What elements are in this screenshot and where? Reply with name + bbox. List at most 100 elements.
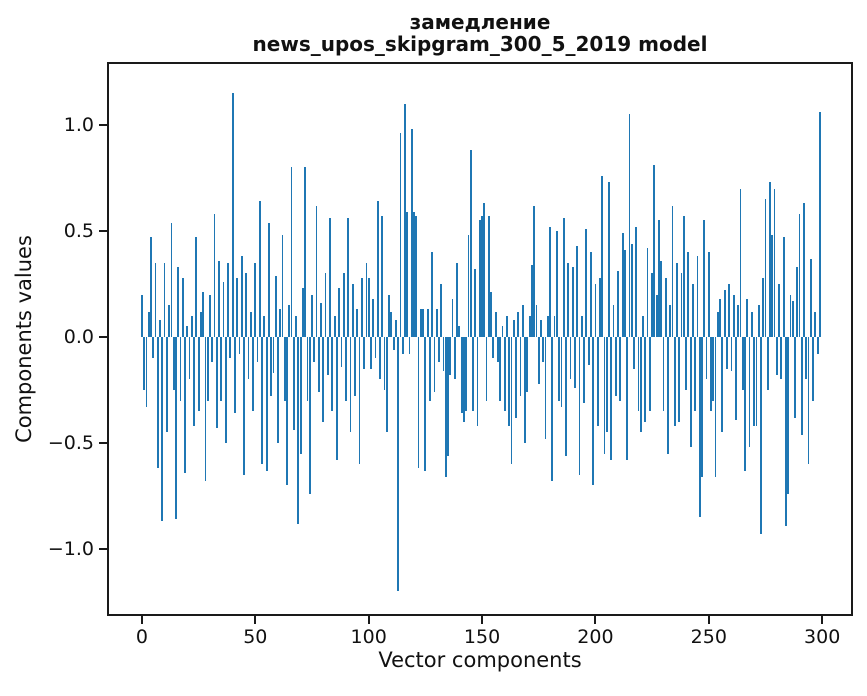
bar	[381, 216, 384, 337]
bar	[222, 281, 225, 337]
bar	[662, 336, 665, 412]
bar	[351, 283, 354, 337]
bar	[193, 336, 195, 427]
bar	[723, 290, 726, 337]
bar	[460, 336, 463, 414]
bar	[553, 315, 556, 337]
bar	[741, 336, 744, 390]
bar	[682, 216, 685, 337]
bar	[626, 336, 629, 460]
bar	[340, 336, 343, 367]
bar	[569, 336, 572, 380]
bar	[159, 320, 161, 337]
y-tick-label: 0.5	[63, 219, 94, 242]
bar	[798, 214, 801, 337]
bar	[277, 336, 279, 443]
bar	[769, 182, 771, 337]
bar	[812, 336, 814, 401]
x-tick-label: 200	[577, 626, 614, 648]
bar	[326, 336, 329, 376]
bar	[270, 336, 273, 397]
bar	[224, 336, 227, 443]
bar	[458, 326, 461, 337]
bar	[413, 211, 415, 337]
bar	[692, 283, 694, 337]
bar	[671, 205, 674, 337]
bar	[272, 336, 275, 374]
bar	[678, 336, 681, 422]
bar	[531, 264, 533, 337]
bar	[299, 336, 302, 454]
bar	[447, 336, 449, 456]
bar	[163, 262, 166, 337]
bar	[231, 93, 234, 337]
bar	[578, 336, 581, 475]
bar	[780, 336, 783, 380]
y-tick-mark	[99, 441, 107, 444]
bar	[240, 256, 243, 337]
bar	[431, 252, 434, 337]
bar	[283, 336, 286, 401]
bar	[698, 336, 701, 518]
bar	[467, 235, 470, 337]
bar	[408, 336, 411, 354]
bar	[383, 336, 386, 390]
bar	[184, 336, 186, 473]
bar	[687, 252, 690, 337]
bar	[406, 211, 409, 337]
bar	[775, 336, 778, 376]
bar	[526, 336, 529, 393]
bar	[292, 336, 295, 431]
bar	[317, 336, 320, 393]
bar	[660, 260, 663, 337]
bar	[712, 336, 715, 401]
bar	[444, 336, 447, 477]
bar	[288, 305, 291, 337]
bar	[220, 336, 223, 401]
bar	[392, 336, 395, 350]
bar	[587, 336, 590, 365]
bar	[365, 262, 368, 337]
x-tick-mark	[594, 616, 597, 624]
bar	[202, 292, 205, 337]
y-tick-mark	[99, 548, 107, 550]
bar	[571, 267, 574, 337]
bar	[596, 336, 599, 427]
bar	[667, 336, 669, 454]
bar	[204, 336, 207, 482]
chart-title-word: замедление	[409, 10, 551, 34]
bar	[623, 250, 626, 337]
bar	[313, 336, 316, 363]
x-tick-mark	[367, 616, 370, 624]
y-tick-label: 0.0	[63, 325, 94, 348]
bar	[694, 336, 697, 412]
bar	[592, 336, 595, 486]
bar	[465, 336, 468, 412]
bar	[229, 336, 232, 359]
bar	[433, 336, 436, 393]
bar	[376, 201, 379, 337]
bar	[773, 188, 776, 337]
bar	[394, 320, 397, 337]
bar	[324, 273, 327, 337]
bar	[517, 311, 520, 337]
chart-title: замедление news_upos_skipgram_300_5_2019…	[107, 11, 853, 55]
y-tick-label: −1.0	[47, 538, 94, 560]
bar	[370, 336, 372, 369]
bar	[338, 288, 341, 337]
bar	[177, 267, 180, 337]
bar	[501, 326, 504, 337]
bar	[497, 336, 499, 363]
bar	[168, 305, 171, 337]
bar	[755, 336, 758, 427]
bar	[535, 305, 538, 337]
bar	[614, 336, 617, 397]
x-tick-mark	[707, 616, 710, 624]
bar	[295, 315, 297, 337]
bar	[279, 309, 282, 337]
bar	[141, 294, 143, 337]
bar	[730, 336, 733, 371]
bar	[290, 167, 293, 337]
bar	[179, 336, 182, 401]
bar	[746, 298, 749, 337]
